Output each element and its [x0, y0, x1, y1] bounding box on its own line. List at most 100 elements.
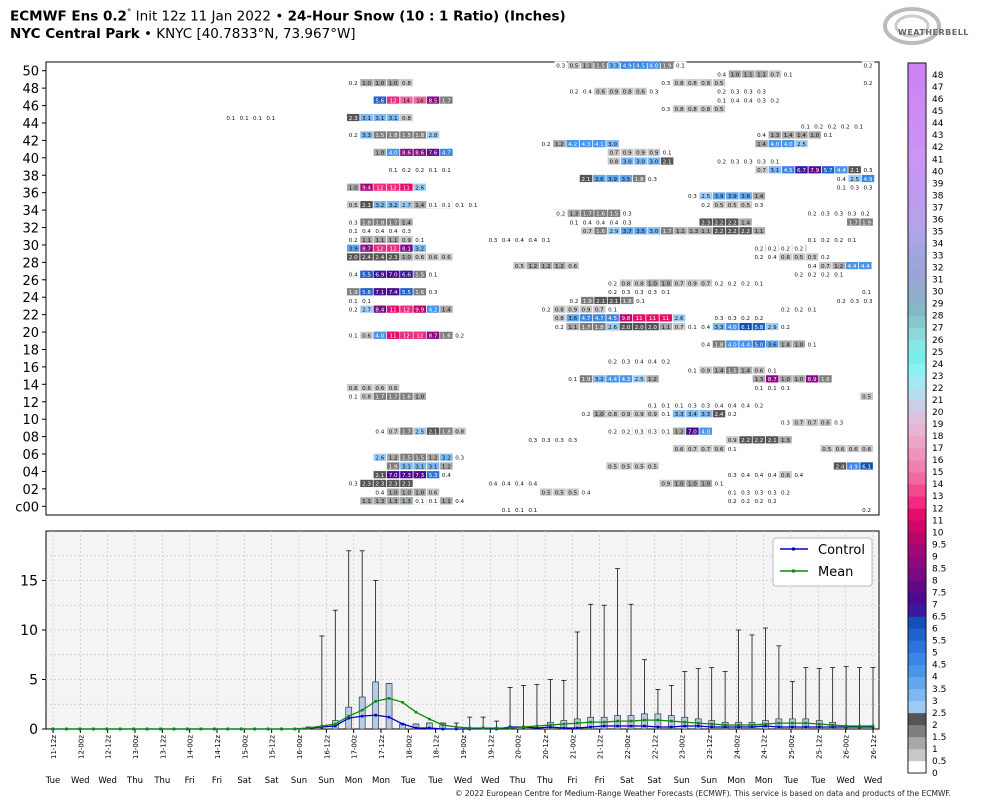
heatmap-cell [821, 131, 835, 139]
series-point-mean [831, 723, 834, 727]
series-point-mean [777, 721, 781, 725]
heatmap-cell [373, 96, 387, 104]
heatmap-cell-value: 2.2 [741, 438, 750, 444]
heatmap-cell-value: 0.4 [389, 229, 398, 235]
heatmap-cell-value: 0.5 [515, 264, 524, 270]
heatmap-cell [726, 218, 739, 226]
heatmap-cell-value: 0.2 [754, 255, 763, 261]
legend-marker-mean [792, 569, 795, 573]
heatmap-cell [795, 131, 808, 139]
heatmap-cell [453, 427, 466, 435]
x-day-label: Tue [783, 776, 799, 786]
heatmap-cell-value: 0.7 [701, 281, 710, 287]
colorbar-swatch [908, 99, 926, 112]
heatmap-cell [373, 201, 387, 209]
colorbar-label: 25 [932, 348, 943, 358]
heatmap-cell [373, 79, 387, 87]
heatmap-cell [646, 314, 659, 322]
heatmap-cell [593, 314, 606, 322]
heatmap-cell [686, 105, 699, 113]
heatmap-cell [400, 453, 413, 461]
heatmap-cell [539, 488, 553, 496]
member-label: 04 [22, 465, 39, 480]
heatmap-cell-value: 0.4 [583, 220, 592, 226]
heatmap-cell-value: 4.5 [608, 316, 617, 322]
x-day-label: Sun [318, 776, 334, 786]
colorbar-label: 45 [932, 107, 943, 117]
heatmap-cell-value: 1.8 [595, 325, 604, 331]
heatmap-cell [360, 296, 373, 305]
heatmap-cell [712, 79, 726, 87]
heatmap-cell [726, 201, 739, 209]
x-tick-label: 21-00z [569, 735, 577, 759]
heatmap-cell-value: 2.5 [850, 177, 859, 183]
x-tick-label: 13-00z [132, 735, 140, 759]
colorbar-label: 43 [932, 131, 943, 141]
heatmap-cell [672, 279, 686, 287]
heatmap-cell [347, 227, 360, 235]
heatmap-cell-value: 3.0 [623, 159, 632, 165]
series-point-mean [495, 726, 498, 730]
heatmap-cell-value: 0.9 [621, 412, 630, 418]
colorbar-swatch [908, 291, 926, 304]
heatmap-cell-value: 0.3 [864, 168, 873, 174]
heatmap-cell-value: 0.3 [744, 159, 753, 165]
colorbar-swatch [908, 219, 926, 232]
heatmap-cell [607, 227, 621, 235]
heatmap-cell [739, 218, 752, 226]
series-point-control [804, 725, 808, 729]
heatmap-cell-value: 1.7 [389, 220, 398, 226]
colorbar-swatch [908, 592, 926, 605]
heatmap-cell [848, 174, 861, 183]
heatmap-cell [413, 462, 426, 470]
heatmap-cell [400, 183, 413, 191]
heatmap-cell-value: 0.3 [649, 90, 658, 96]
colorbar-swatch [908, 724, 926, 738]
heatmap-cell [659, 410, 673, 418]
heatmap-cell-value: 1.8 [362, 220, 371, 226]
heatmap-cell-value: 8.5 [429, 98, 438, 104]
heatmap-cell [768, 166, 782, 174]
heatmap-cell-value: 1.1 [362, 238, 371, 244]
heatmap-cell [526, 479, 540, 487]
heatmap-cell-value: 0.1 [442, 203, 451, 209]
heatmap-cell [839, 122, 852, 130]
heatmap-cell-value: 0.2 [862, 508, 871, 514]
series-point-control [831, 725, 834, 729]
heatmap-cell-value: 1.2 [648, 377, 657, 383]
heatmap-cell-value: 0.8 [688, 107, 697, 113]
heatmap-cell [566, 322, 579, 331]
heatmap-cell [373, 471, 387, 479]
heatmap-cell-value: 0.2 [717, 90, 726, 96]
heatmap-cell [699, 192, 712, 200]
heatmap-cell-value: 0.1 [568, 377, 577, 383]
heatmap-cell [646, 375, 659, 383]
heatmap-cell-value: 2.6 [415, 186, 424, 192]
series-point-mean [817, 722, 821, 726]
heatmap-cell [728, 96, 742, 104]
heatmap-cell-value: 4.9 [623, 64, 632, 70]
heatmap-cell [819, 375, 832, 383]
heatmap-cell-value: 3.1 [770, 168, 779, 174]
heatmap-cell-value: 0.7 [389, 429, 398, 435]
heatmap-cell-value: 0.1 [675, 403, 684, 409]
heatmap-cell [606, 174, 619, 183]
series-point-mean [186, 727, 189, 731]
heatmap-cell [426, 453, 440, 461]
heatmap-cell-value: 1.1 [676, 229, 685, 235]
heatmap-cell-value: 0.3 [864, 186, 873, 192]
colorbar-swatch [908, 375, 926, 389]
heatmap-cell [686, 279, 699, 287]
heatmap-cell [686, 479, 699, 487]
x-day-label: Sun [291, 776, 307, 786]
x-day-label: Thu [509, 776, 526, 786]
heatmap-cell-value: 0.4 [375, 229, 384, 235]
heatmap-cell-value: 1.3 [770, 133, 779, 139]
heatmap-cell [426, 148, 440, 156]
heatmap-cell-value: 0.5 [728, 203, 737, 209]
heatmap-cell [699, 366, 712, 374]
heatmap-cell-value: 0.2 [608, 360, 617, 366]
heatmap-cell [647, 157, 661, 165]
heatmap-cell-value: 0.2 [570, 90, 579, 96]
colorbar-label: 7 [932, 601, 938, 611]
